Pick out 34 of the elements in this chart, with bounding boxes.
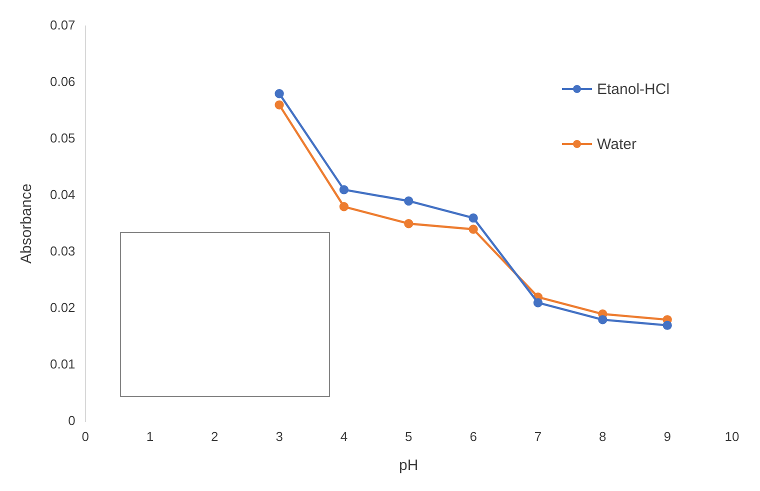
x-tick-label: 2 (211, 428, 218, 444)
point (339, 185, 349, 194)
x-tick-label: 8 (599, 428, 606, 444)
x-axis-title: pH (399, 457, 418, 474)
y-tick-label: 0.01 (50, 356, 76, 372)
x-tick-label: 3 (276, 428, 283, 444)
point (274, 100, 284, 110)
point (468, 224, 478, 234)
x-tick-label: 10 (724, 428, 740, 444)
y-tick-label: 0.07 (50, 17, 76, 32)
x-tick-label: 9 (664, 428, 671, 444)
y-axis-title: Absorbance (18, 184, 36, 264)
point (404, 219, 414, 228)
y-tick-label: 0.03 (50, 243, 76, 258)
legend-label: Water (597, 136, 636, 153)
x-tick-label: 1 (146, 428, 154, 444)
x-tick-label: 0 (82, 428, 89, 444)
x-tick-label: 4 (340, 428, 348, 444)
x-tick-label: 6 (470, 428, 477, 444)
legend-label: Etanol-HCl (597, 80, 670, 98)
x-tick-label: 5 (405, 428, 412, 444)
point (339, 202, 349, 212)
point (662, 320, 672, 330)
point (274, 89, 284, 98)
point (533, 298, 543, 308)
y-tick-label: 0.06 (50, 74, 76, 89)
point (404, 196, 414, 206)
y-tick-label: 0.02 (50, 300, 76, 315)
y-tick-label: 0.05 (50, 130, 76, 146)
point (598, 315, 608, 324)
y-tick-label: 0.04 (50, 186, 76, 202)
x-tick-label: 7 (534, 428, 542, 444)
y-tick-label: 0 (68, 412, 76, 428)
point (468, 213, 478, 223)
